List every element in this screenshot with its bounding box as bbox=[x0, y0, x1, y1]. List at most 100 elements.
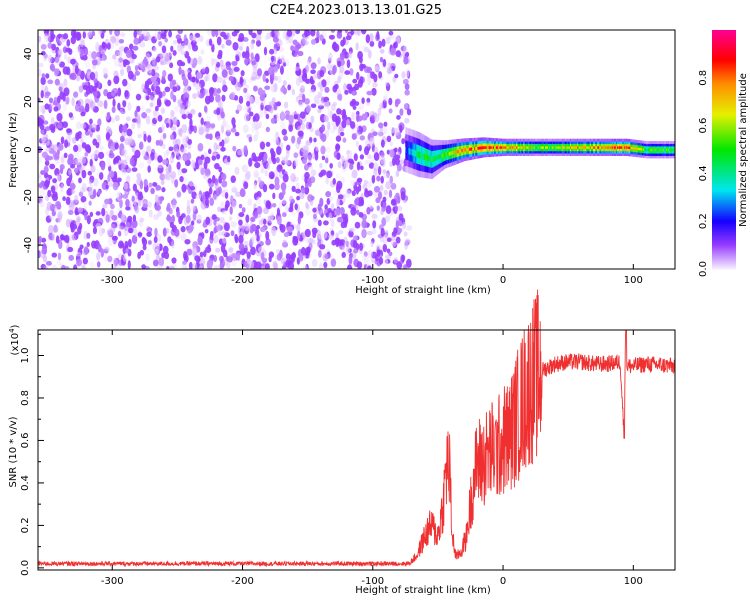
spectrogram-cell bbox=[623, 138, 625, 142]
spectrogram-cell bbox=[556, 143, 558, 147]
spectrogram-cell bbox=[524, 150, 526, 154]
spectrogram-cell bbox=[410, 167, 412, 175]
spectrogram-cell bbox=[415, 169, 418, 177]
spectrogram-cell bbox=[422, 164, 424, 172]
spectrogram-cell bbox=[659, 150, 661, 154]
spectrogram-cell bbox=[444, 156, 447, 161]
spectrogram-cell bbox=[564, 145, 567, 149]
spectrogram-cell bbox=[325, 191, 332, 198]
spectrogram-cell bbox=[650, 141, 652, 145]
spectrogram-cell bbox=[548, 153, 550, 156]
spectrogram-cell bbox=[555, 148, 557, 152]
spectrogram-cell bbox=[537, 145, 539, 149]
spectrogram-cell bbox=[610, 148, 612, 152]
spectrogram-cell bbox=[621, 138, 623, 142]
spectrogram-cell bbox=[214, 162, 220, 170]
spectrogram-cell bbox=[503, 141, 505, 145]
spectrogram-cell bbox=[162, 159, 169, 166]
spectrogram-cell bbox=[650, 145, 652, 149]
spectrogram-cell bbox=[456, 153, 458, 158]
spectrogram-cell bbox=[501, 138, 503, 142]
spectrogram-cell bbox=[430, 161, 432, 168]
spectrogram-cell bbox=[127, 101, 132, 111]
spectrogram-cell bbox=[651, 148, 653, 152]
spectrogram-cell bbox=[423, 165, 425, 172]
spectrogram-cell bbox=[474, 149, 476, 154]
spectrogram-cell bbox=[492, 148, 495, 152]
spectrogram-cell bbox=[467, 147, 470, 152]
spectrogram-cell bbox=[112, 265, 117, 269]
spectrogram-cell bbox=[557, 138, 559, 142]
spectrogram-cell bbox=[460, 148, 462, 153]
colorbar-swatch bbox=[712, 253, 736, 256]
spectrogram-cell bbox=[588, 138, 591, 142]
spectrogram-cell bbox=[461, 148, 463, 153]
spectrogram-cell bbox=[504, 153, 506, 156]
spectrogram-cell bbox=[42, 265, 49, 269]
spectrogram-cell bbox=[437, 139, 439, 146]
spectrogram-cell bbox=[671, 141, 673, 145]
spectrogram-cell bbox=[498, 143, 500, 147]
spectrogram-cell bbox=[62, 196, 66, 202]
spectrogram-cell bbox=[439, 140, 442, 146]
spectrogram-cell bbox=[610, 145, 612, 149]
spectrogram-cell bbox=[346, 264, 353, 269]
spectrogram-cell bbox=[121, 168, 127, 176]
spectrogram-cell bbox=[434, 165, 436, 172]
spectrogram-cell bbox=[466, 144, 469, 149]
spectrogram-cell bbox=[542, 150, 545, 154]
spectrogram-cell bbox=[434, 144, 436, 151]
spectrogram-cell bbox=[633, 153, 635, 157]
spectrogram-cell bbox=[651, 150, 653, 154]
spectrogram-cell bbox=[587, 141, 590, 145]
spectrogram-cell bbox=[540, 138, 543, 142]
spectrogram-cell bbox=[119, 32, 126, 38]
spectrogram-cell bbox=[468, 150, 471, 155]
spectrogram-cell bbox=[607, 150, 609, 154]
spectrogram-cell bbox=[145, 115, 151, 125]
spectrogram-cell bbox=[463, 144, 466, 149]
spectrogram-cell bbox=[575, 143, 577, 147]
spectrogram-cell bbox=[583, 153, 585, 156]
spectrogram-cell bbox=[586, 143, 588, 147]
spectrogram-cell bbox=[45, 73, 50, 79]
spectrogram-cell bbox=[513, 150, 516, 154]
spectrogram-cell bbox=[436, 139, 438, 146]
spectrogram-cell bbox=[598, 148, 600, 152]
spectrogram-cell bbox=[89, 71, 96, 81]
spectrogram-cell bbox=[599, 153, 601, 156]
spectrogram-cell bbox=[611, 145, 613, 149]
colorbar-swatch bbox=[712, 31, 736, 35]
spectrogram-cell bbox=[444, 144, 447, 149]
spectrogram-cell bbox=[399, 124, 403, 134]
spectrogram-cell bbox=[578, 138, 580, 142]
spectrogram-cell bbox=[430, 150, 432, 157]
spectrogram-cell bbox=[238, 234, 244, 244]
spectrogram-cell bbox=[496, 140, 498, 144]
spectrogram-cell bbox=[510, 150, 512, 154]
spectrogram-cell bbox=[547, 141, 549, 145]
spectrogram-cell bbox=[510, 148, 512, 152]
spectrogram-cell bbox=[394, 157, 401, 166]
spectrogram-cell bbox=[625, 141, 627, 145]
spectrogram-cell bbox=[646, 141, 648, 144]
spectrogram-cell bbox=[83, 246, 89, 255]
spectrogram-cell bbox=[371, 213, 378, 219]
spectrogram-cell bbox=[540, 145, 543, 149]
colorbar-swatch bbox=[712, 59, 736, 63]
spectrogram-cell bbox=[84, 144, 91, 153]
spectrogram-cell bbox=[162, 69, 167, 78]
spectrogram-cell bbox=[243, 240, 249, 249]
spectrogram-cell bbox=[544, 138, 547, 142]
spectrogram-cell bbox=[166, 149, 170, 156]
spectrogram-cell bbox=[503, 153, 505, 156]
spectrogram-cell bbox=[188, 180, 193, 187]
spectrogram-cell bbox=[255, 32, 262, 42]
spectrogram-cell bbox=[465, 157, 468, 161]
spectrogram-cell bbox=[431, 145, 433, 152]
spectrogram-cell bbox=[447, 155, 449, 160]
spectrogram-cell bbox=[550, 150, 552, 154]
spectrogram-cell bbox=[634, 149, 636, 153]
spectrogram-cell bbox=[484, 142, 486, 147]
spectrogram-cell bbox=[438, 139, 440, 146]
